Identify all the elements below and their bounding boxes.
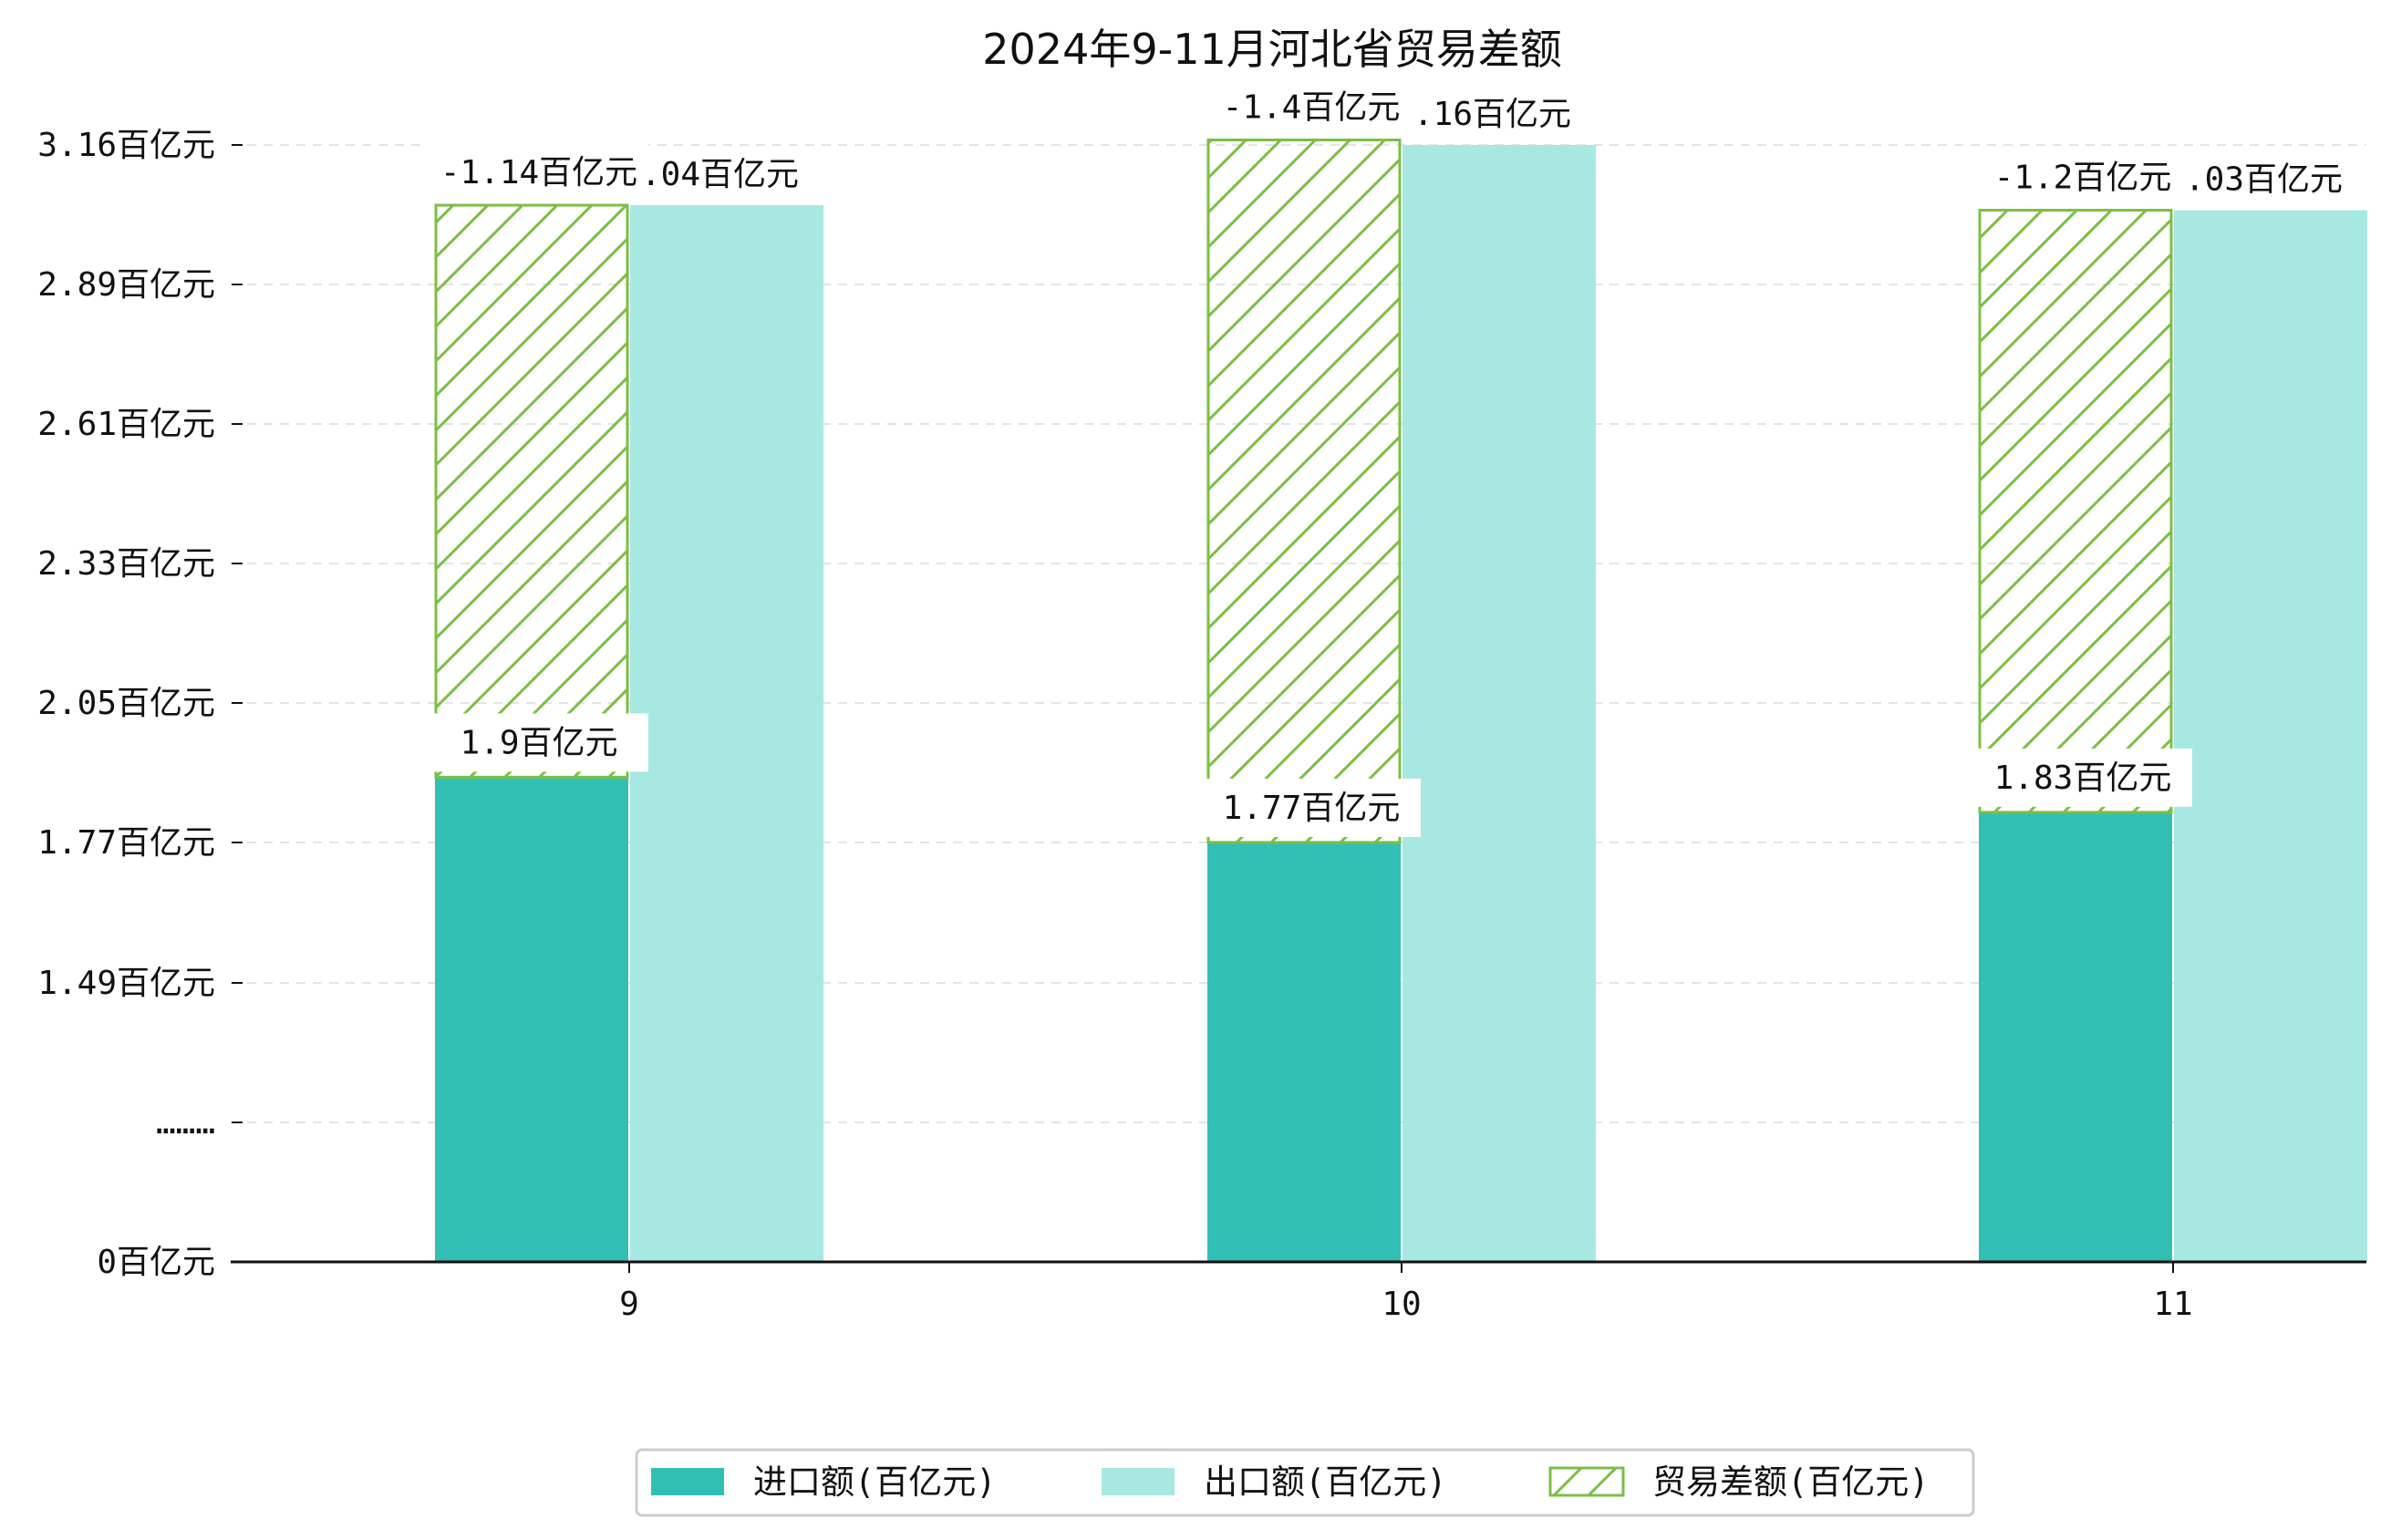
y-tick-label: 3.16百亿元 (37, 127, 215, 164)
x-axis: 9 10 11 (231, 1260, 2366, 1323)
import-bar (1979, 811, 2172, 1262)
legend-export-label: 出口额(百亿元) (1204, 1462, 1447, 1502)
export-value-label: .03百亿元 (2185, 161, 2343, 199)
y-tick-label: 2.89百亿元 (37, 266, 215, 304)
y-axis: 0百亿元 ……… 1.49百亿元 1.77百亿元 2.05百亿元 2.33百亿元 2.61百… (37, 127, 243, 1281)
balance-value-label: -1.4百亿元 (1223, 88, 1401, 126)
import-bar (435, 777, 628, 1262)
legend-import-label: 进口额(百亿元) (753, 1462, 997, 1502)
label-background (1200, 78, 1421, 137)
y-tick-label: 2.61百亿元 (37, 406, 215, 443)
label-background (428, 713, 648, 772)
balance-bar (1978, 209, 2173, 814)
x-tick-label: 10 (1382, 1286, 1421, 1323)
y-tick-label: 0百亿元 (97, 1244, 215, 1281)
export-value-label: .16百亿元 (1413, 96, 1571, 133)
export-bar (630, 205, 823, 1263)
data-labels: 1.9百亿元 -1.14百亿元 .04百亿元 1.77百亿元 -1.4百亿元 .16百亿元… (428, 78, 2343, 837)
legend: 进口额(百亿元) 出口额(百亿元) 贸易差额(百亿元) (635, 1448, 1975, 1517)
export-bar (2174, 210, 2367, 1262)
y-tick-label: 1.77百亿元 (37, 824, 215, 862)
label-background (1200, 778, 1421, 837)
bars (434, 138, 2367, 1263)
y-tick-label: 1.49百亿元 (37, 965, 215, 1002)
import-value-label: 1.9百亿元 (460, 724, 617, 761)
y-tick-label: ……… (156, 1104, 215, 1142)
legend-balance-label: 贸易差额(百亿元) (1652, 1462, 1930, 1502)
import-value-label: 1.83百亿元 (1994, 760, 2172, 797)
legend-balance-swatch (1548, 1466, 1625, 1497)
balance-value-label: -1.2百亿元 (1994, 160, 2172, 197)
label-background (428, 143, 648, 202)
import-bar (1207, 842, 1401, 1262)
label-background (1972, 748, 2192, 807)
chart-title: 2024年9-11月河北省贸易差额 (982, 25, 1561, 74)
legend-import-swatch (651, 1468, 724, 1495)
label-background (1972, 148, 2192, 207)
x-tick-label: 9 (619, 1286, 639, 1323)
y-tick-label: 2.33百亿元 (37, 545, 215, 583)
balance-bar (434, 203, 629, 779)
y-tick-label: 2.05百亿元 (37, 685, 215, 722)
legend-frame (635, 1448, 1975, 1517)
x-tick-label: 11 (2153, 1286, 2192, 1323)
export-bar (1403, 145, 1596, 1262)
legend-export-swatch (1102, 1468, 1175, 1495)
balance-bar (1206, 138, 1402, 844)
import-value-label: 1.77百亿元 (1223, 790, 1401, 827)
balance-value-label: -1.14百亿元 (440, 154, 637, 191)
export-value-label: .04百亿元 (641, 156, 799, 193)
